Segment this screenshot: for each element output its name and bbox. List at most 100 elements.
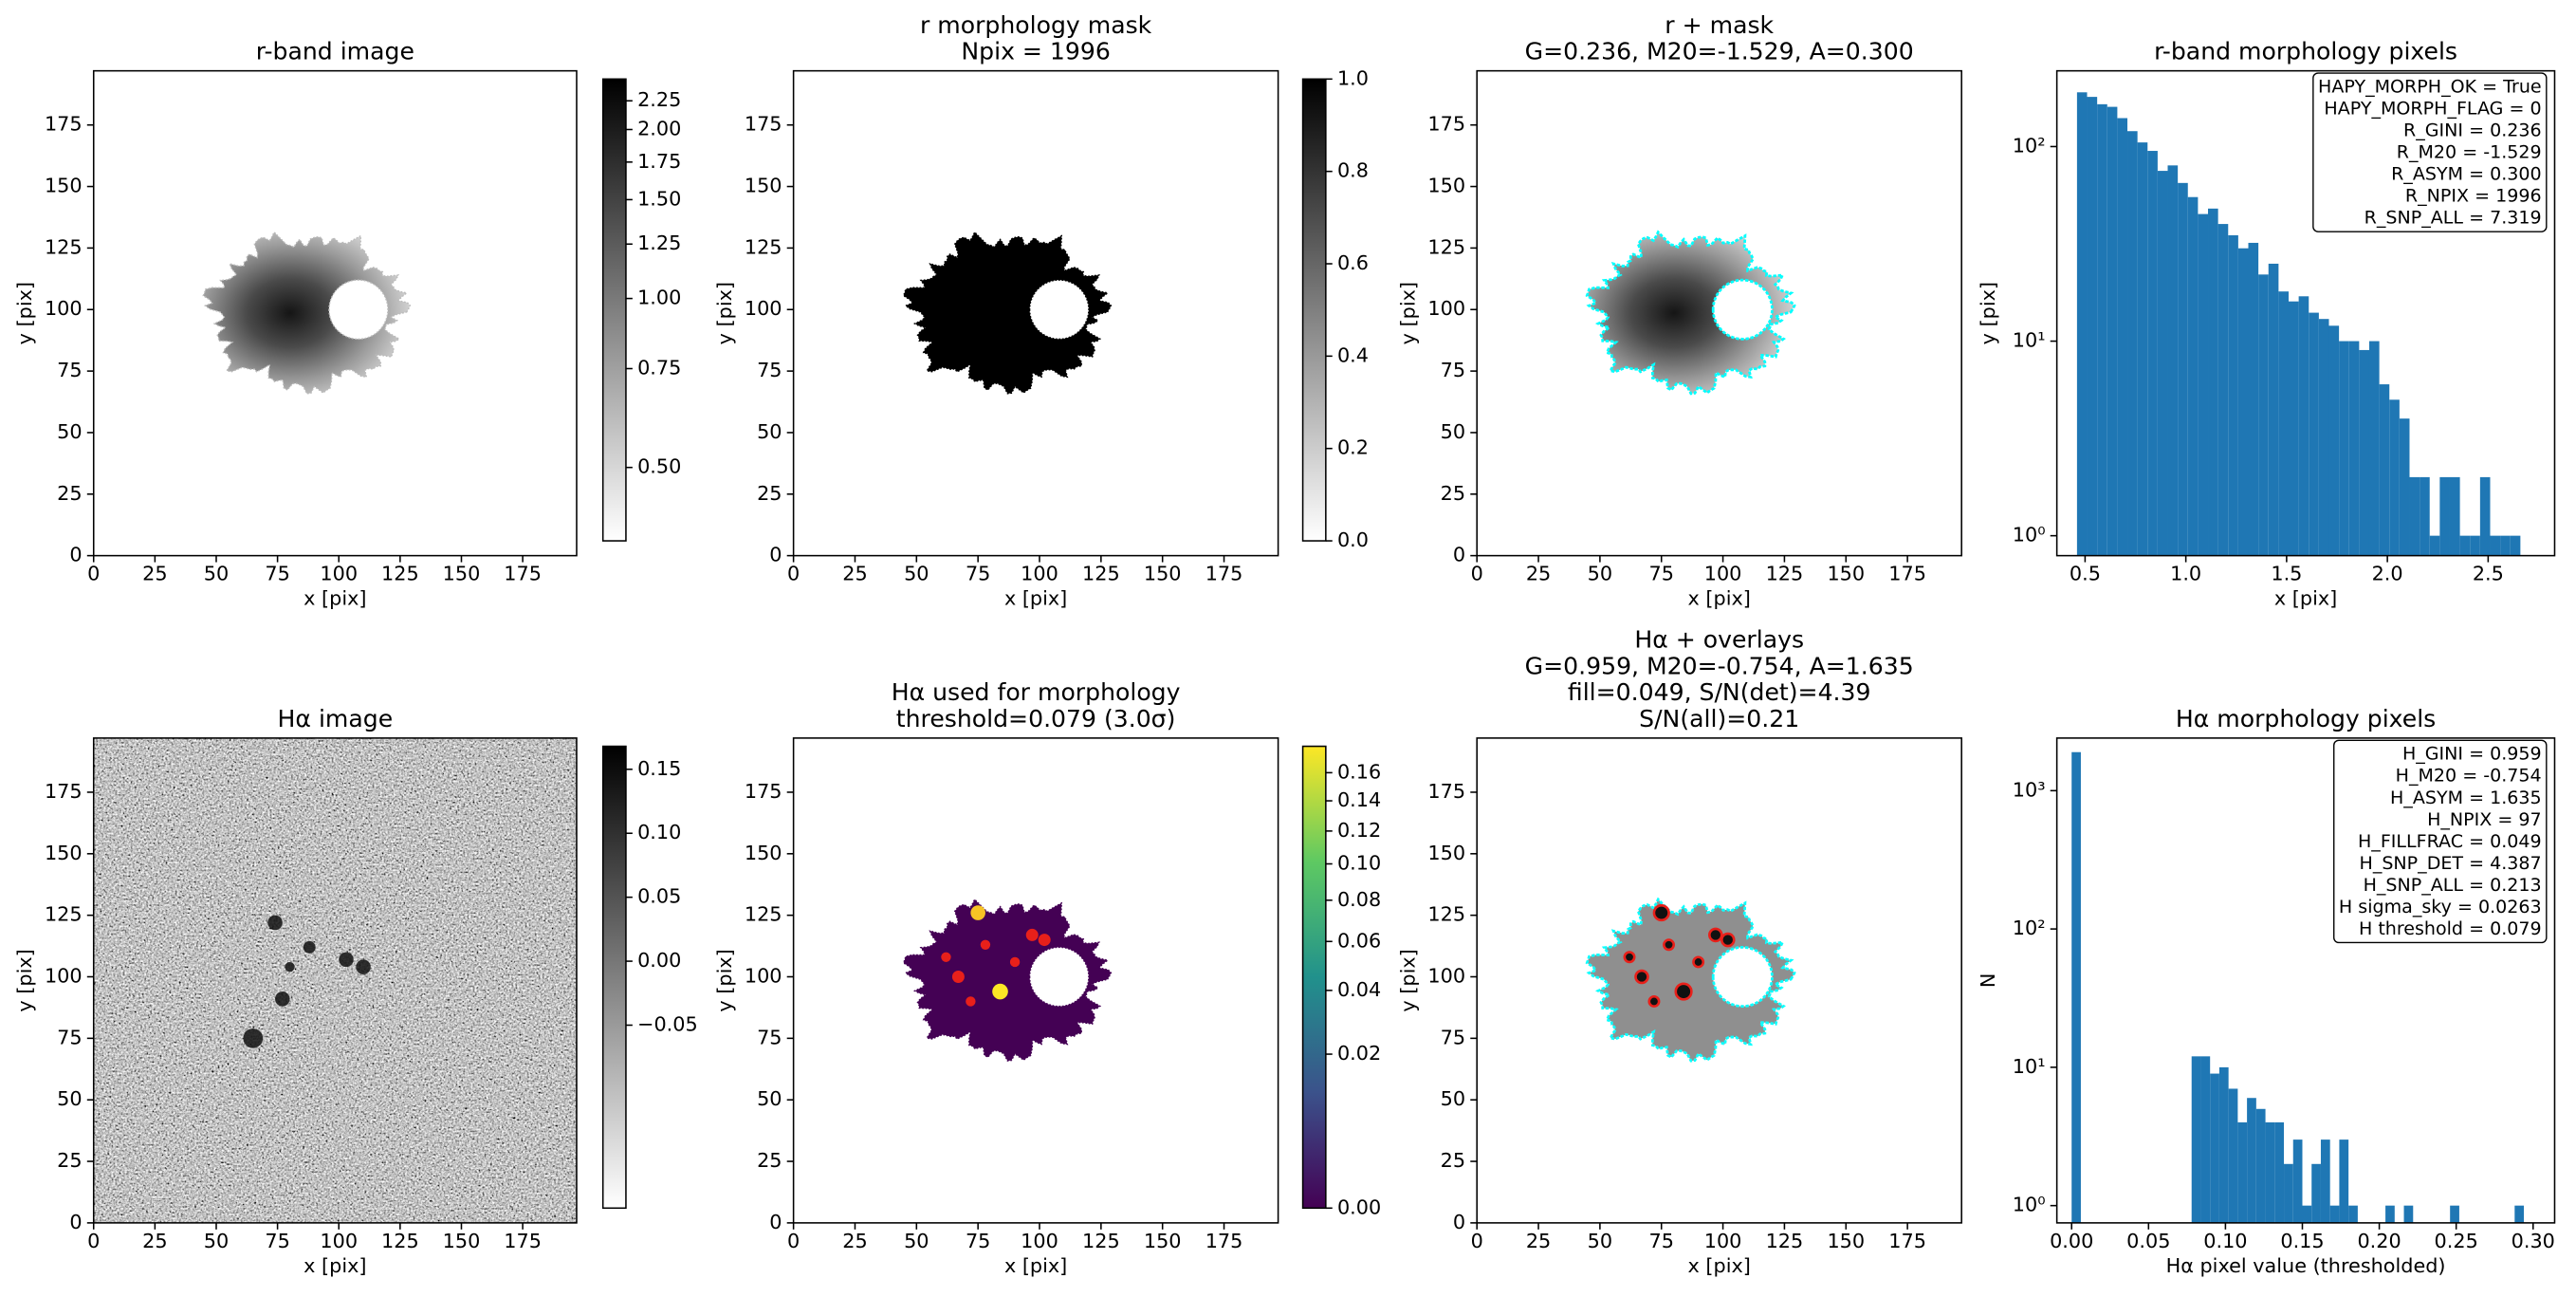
bar bbox=[2284, 1163, 2293, 1223]
stats-line: H_GINI = 0.959 bbox=[2402, 744, 2542, 765]
x-tick-label: 1.5 bbox=[2271, 563, 2302, 585]
y-tick-label: 150 bbox=[45, 175, 83, 197]
bar bbox=[2076, 92, 2088, 556]
x-tick-label: 150 bbox=[1827, 1230, 1865, 1252]
x-tick-label: 75 bbox=[966, 563, 990, 585]
y-axis-label: y [pix] bbox=[713, 282, 736, 344]
y-tick-label: 75 bbox=[757, 359, 782, 381]
y-axis-label: y [pix] bbox=[1977, 282, 1999, 344]
colorbar-tick-label: 0.10 bbox=[1337, 852, 1381, 875]
colorbar-tick-label: 0.05 bbox=[637, 885, 681, 908]
x-tick-label: 75 bbox=[1649, 563, 1674, 585]
x-tick-label: 175 bbox=[504, 563, 542, 585]
y-tick-label: 100 bbox=[745, 297, 782, 320]
bar bbox=[2147, 151, 2158, 556]
x-tick-label: 50 bbox=[204, 563, 229, 585]
hot-spot bbox=[1009, 956, 1021, 968]
stats-line: R_M20 = -1.529 bbox=[2397, 142, 2542, 163]
y-tick-label: 0 bbox=[1453, 544, 1465, 566]
stats-line: H_SNP_ALL = 0.213 bbox=[2364, 875, 2542, 896]
y-tick-label: 75 bbox=[57, 359, 82, 381]
y-tick-label: 175 bbox=[45, 113, 83, 136]
bar bbox=[2278, 291, 2290, 556]
y-tick-label: 125 bbox=[745, 235, 782, 258]
y-axis-label: N bbox=[1977, 973, 1999, 989]
x-tick-label: 0 bbox=[787, 563, 800, 585]
y-tick-label: 25 bbox=[57, 1149, 82, 1172]
bar bbox=[2248, 242, 2259, 556]
x-tick-label: 100 bbox=[1704, 563, 1742, 585]
dark-spot bbox=[267, 915, 283, 931]
bar bbox=[2500, 535, 2511, 556]
stats-line: H_M20 = -0.754 bbox=[2396, 766, 2542, 787]
bar bbox=[2178, 182, 2188, 556]
y-tick-label: 10⁰ bbox=[2013, 524, 2046, 547]
x-tick-label: 150 bbox=[1144, 563, 1182, 585]
y-tick-label: 175 bbox=[45, 780, 83, 803]
x-tick-label: 2.0 bbox=[2372, 563, 2403, 585]
bar bbox=[2137, 142, 2148, 556]
axes-frame bbox=[92, 69, 578, 557]
bar bbox=[2385, 1205, 2395, 1223]
dark-spot bbox=[356, 959, 371, 974]
x-tick-label: 25 bbox=[1526, 563, 1551, 585]
overlay-spot bbox=[1663, 938, 1676, 952]
mask bbox=[902, 898, 1113, 1062]
x-axis-label: x [pix] bbox=[2274, 587, 2337, 610]
x-tick-label: 50 bbox=[904, 1230, 929, 1252]
overlay-spot bbox=[1692, 955, 1705, 969]
y-tick-label: 75 bbox=[1441, 359, 1465, 381]
hot-spot bbox=[941, 952, 951, 962]
colorbar-tick-label: 1.0 bbox=[1337, 66, 1369, 89]
bar bbox=[2420, 476, 2430, 556]
x-tick-label: 0 bbox=[87, 563, 100, 585]
image bbox=[1585, 230, 1796, 396]
galaxy bbox=[1585, 897, 1796, 1063]
y-tick-label: 75 bbox=[1441, 1026, 1465, 1048]
bar bbox=[2237, 248, 2249, 556]
x-axis-label: x [pix] bbox=[304, 587, 366, 610]
x-tick-label: 75 bbox=[265, 563, 289, 585]
colorbar-tick-label: 0.12 bbox=[1337, 819, 1381, 842]
y-axis-label: y [pix] bbox=[13, 949, 36, 1011]
bar bbox=[2268, 263, 2279, 556]
overlay-spot bbox=[1674, 982, 1693, 1001]
x-tick-label: 175 bbox=[1205, 1230, 1243, 1252]
image bbox=[902, 231, 1113, 395]
x-tick-label: 175 bbox=[504, 1230, 542, 1252]
bar bbox=[2309, 312, 2319, 556]
bar bbox=[2097, 103, 2107, 556]
y-tick-label: 10¹ bbox=[2013, 329, 2046, 352]
hot-spot bbox=[1025, 928, 1039, 941]
overlay-spot bbox=[1652, 903, 1670, 922]
y-tick-label: 125 bbox=[45, 235, 83, 258]
bar bbox=[2328, 325, 2340, 556]
bar bbox=[2258, 274, 2269, 556]
bars bbox=[2071, 751, 2525, 1223]
bar bbox=[2429, 535, 2440, 556]
bar bbox=[2237, 1121, 2248, 1223]
image bbox=[93, 737, 577, 1223]
panel-title: Hα morphology pixels bbox=[2176, 705, 2436, 732]
x-tick-label: 2.5 bbox=[2473, 563, 2504, 585]
galaxy bbox=[202, 231, 412, 395]
colorbar-tick-label: 0.08 bbox=[1337, 888, 1381, 911]
bar bbox=[2071, 751, 2081, 1223]
bar bbox=[2470, 535, 2480, 556]
x-tick-label: 125 bbox=[381, 563, 419, 585]
colorbar-tick-label: 1.75 bbox=[637, 150, 681, 173]
x-tick-label: 125 bbox=[1082, 563, 1120, 585]
bar bbox=[2348, 341, 2360, 556]
x-tick-label: 0.15 bbox=[2280, 1230, 2324, 1252]
x-tick-label: 0.25 bbox=[2435, 1230, 2478, 1252]
y-tick-label: 25 bbox=[757, 482, 782, 505]
stats-line: H_SNP_DET = 4.387 bbox=[2360, 853, 2542, 874]
colorbar-tick-label: 2.25 bbox=[637, 88, 681, 111]
y-tick-label: 100 bbox=[745, 965, 782, 988]
x-tick-label: 0 bbox=[87, 1230, 100, 1252]
x-tick-label: 100 bbox=[1021, 563, 1058, 585]
axes-frame bbox=[792, 69, 1279, 557]
bar bbox=[2359, 349, 2369, 556]
bar bbox=[2117, 118, 2128, 556]
bar bbox=[2348, 1205, 2358, 1223]
